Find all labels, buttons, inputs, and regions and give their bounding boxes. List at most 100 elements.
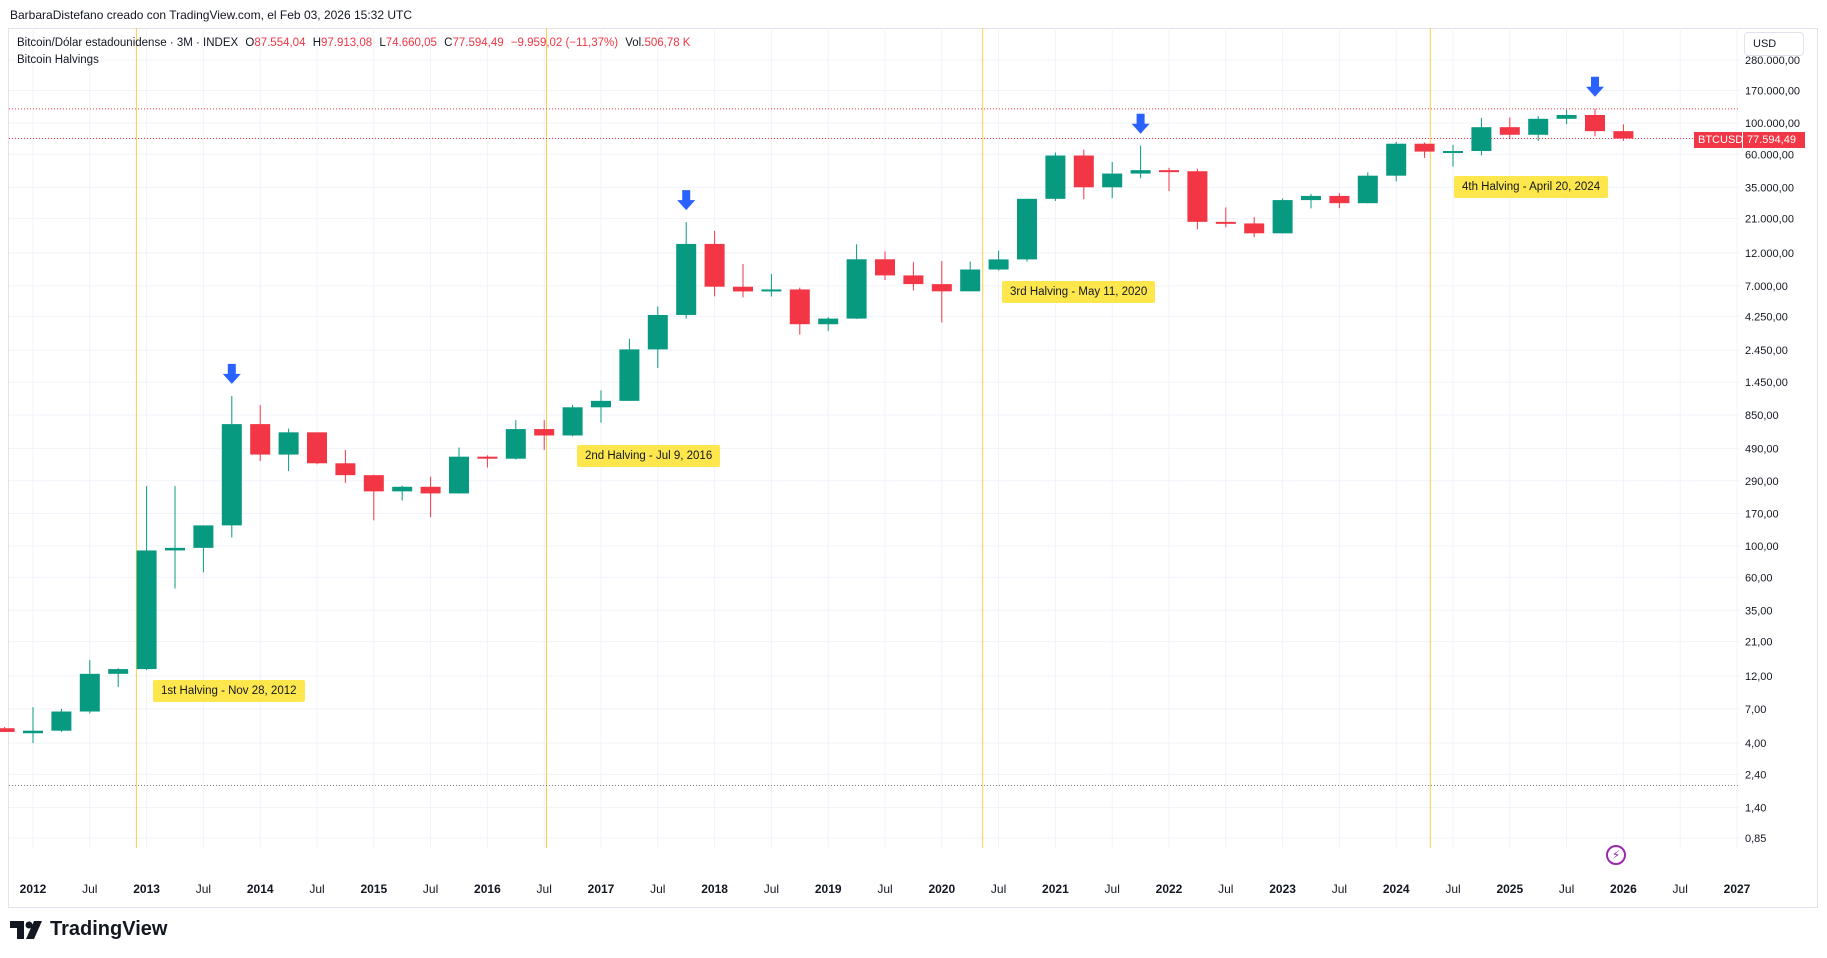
legend-indicator-name[interactable]: Bitcoin Halvings [17,54,99,66]
y-tick-label: 100,00 [1745,541,1779,553]
y-tick-label: 60.000,00 [1745,149,1794,161]
candle-body[interactable] [1329,195,1350,204]
legend-high-label: H [312,37,321,49]
x-tick-label: 2023 [1269,882,1296,896]
x-tick-label: 2025 [1496,882,1523,896]
candle-body[interactable] [165,547,185,551]
candle-body[interactable] [1613,131,1634,139]
candle-body[interactable] [1045,155,1066,199]
candle-body[interactable] [1130,170,1151,174]
y-tick-label: 60,00 [1745,572,1773,584]
down-arrow-icon [1586,76,1604,97]
candle-body[interactable] [818,318,839,325]
candle-body[interactable] [960,269,981,292]
legend-close-label: C [444,37,453,49]
candle-body[interactable] [1499,127,1520,135]
y-tick-label: 7.000,00 [1745,281,1788,293]
candle-body[interactable] [278,432,299,455]
x-tick-label: 2015 [360,882,387,896]
candle-body[interactable] [193,525,214,548]
y-tick-label: 100.000,00 [1745,118,1800,130]
candle-body[interactable] [136,550,157,670]
candle-body[interactable] [534,429,555,436]
candle-body[interactable] [79,673,100,712]
price-tag-symbol: BTCUSD [1694,132,1743,148]
y-tick-label: 0,85 [1745,833,1766,845]
candle-body[interactable] [23,730,43,734]
candle-body[interactable] [51,711,72,731]
x-tick-label: Jul [1445,882,1460,896]
candle-body[interactable] [676,243,697,315]
y-tick-label: 1.450,00 [1745,377,1788,389]
candle-body[interactable] [1443,151,1463,154]
x-tick-label: 2018 [701,882,728,896]
legend-symbol[interactable]: Bitcoin/Dólar estadounidense · 3M · INDE… [17,37,239,49]
candle-body[interactable] [1017,198,1037,260]
x-tick-label: Jul [1218,882,1233,896]
candle-body[interactable] [619,349,640,401]
legend-vol-label: Vol. [625,37,645,49]
y-tick-label: 490,00 [1745,444,1779,456]
candle-body[interactable] [1159,170,1179,173]
candle-body[interactable] [1215,221,1236,224]
legend-close-value: 77.594,49 [452,37,504,49]
tradingview-logo[interactable]: TradingView [10,918,167,941]
halving-annotation-2[interactable]: 2nd Halving - Jul 9, 2016 [577,445,721,467]
candle-body[interactable] [250,424,271,455]
y-tick-label: 170.000,00 [1745,86,1800,98]
candle-body[interactable] [0,728,15,732]
x-tick-label: Jul [1105,882,1120,896]
candle-body[interactable] [1357,175,1378,204]
candle-body[interactable] [733,286,753,292]
halving-annotation-4[interactable]: 4th Halving - April 20, 2024 [1454,176,1609,198]
candle-body[interactable] [1386,143,1407,176]
candle-body[interactable] [1414,143,1435,152]
candle-body[interactable] [363,475,384,492]
candle-body[interactable] [1272,200,1293,234]
candle-body[interactable] [1528,118,1549,135]
candle-body[interactable] [789,289,810,325]
halving-annotation-1[interactable]: 1st Halving - Nov 28, 2012 [153,680,305,702]
candle-body[interactable] [903,275,924,285]
candle-body[interactable] [1301,195,1321,201]
candle-body[interactable] [591,400,611,408]
y-tick-label: 12,00 [1745,671,1773,683]
candle-body[interactable] [931,284,952,292]
candle-body[interactable] [392,486,413,492]
candle-body[interactable] [1556,114,1577,119]
currency-button[interactable]: USD [1744,32,1804,56]
x-tick-label: Jul [650,882,665,896]
candle-body[interactable] [449,456,469,494]
candle-body[interactable] [1187,171,1208,222]
candle-body[interactable] [704,243,725,287]
candle-body[interactable] [846,259,867,319]
candle-body[interactable] [420,486,441,494]
legend-vol-value: 506,78 K [644,37,691,49]
legend-low-value: 74.660,05 [385,37,437,49]
halving-annotation-3[interactable]: 3rd Halving - May 11, 2020 [1002,281,1156,303]
candle-body[interactable] [1585,114,1605,132]
candle-body[interactable] [1073,155,1094,188]
candle-body[interactable] [562,407,583,436]
down-arrow-icon [677,190,696,211]
candle-body[interactable] [875,259,895,276]
y-tick-label: 21,00 [1745,637,1773,649]
candle-body[interactable] [988,259,1009,270]
candle-body[interactable] [335,463,356,476]
candle-body[interactable] [477,456,498,459]
candle-body[interactable] [1102,173,1123,188]
candle-body[interactable] [221,424,242,526]
candle-body[interactable] [307,432,327,464]
candle-body[interactable] [761,289,782,292]
y-tick-label: 4,00 [1745,738,1766,750]
x-tick-label: 2013 [133,882,160,896]
candle-body[interactable] [505,429,526,459]
lightning-icon[interactable]: ⚡ [1606,845,1626,865]
candle-body[interactable] [1244,223,1265,234]
candle-body[interactable] [647,314,668,350]
y-tick-label: 290,00 [1745,476,1779,488]
candle-body[interactable] [108,669,129,674]
candle-body[interactable] [1471,127,1492,152]
x-tick-label: Jul [1673,882,1688,896]
